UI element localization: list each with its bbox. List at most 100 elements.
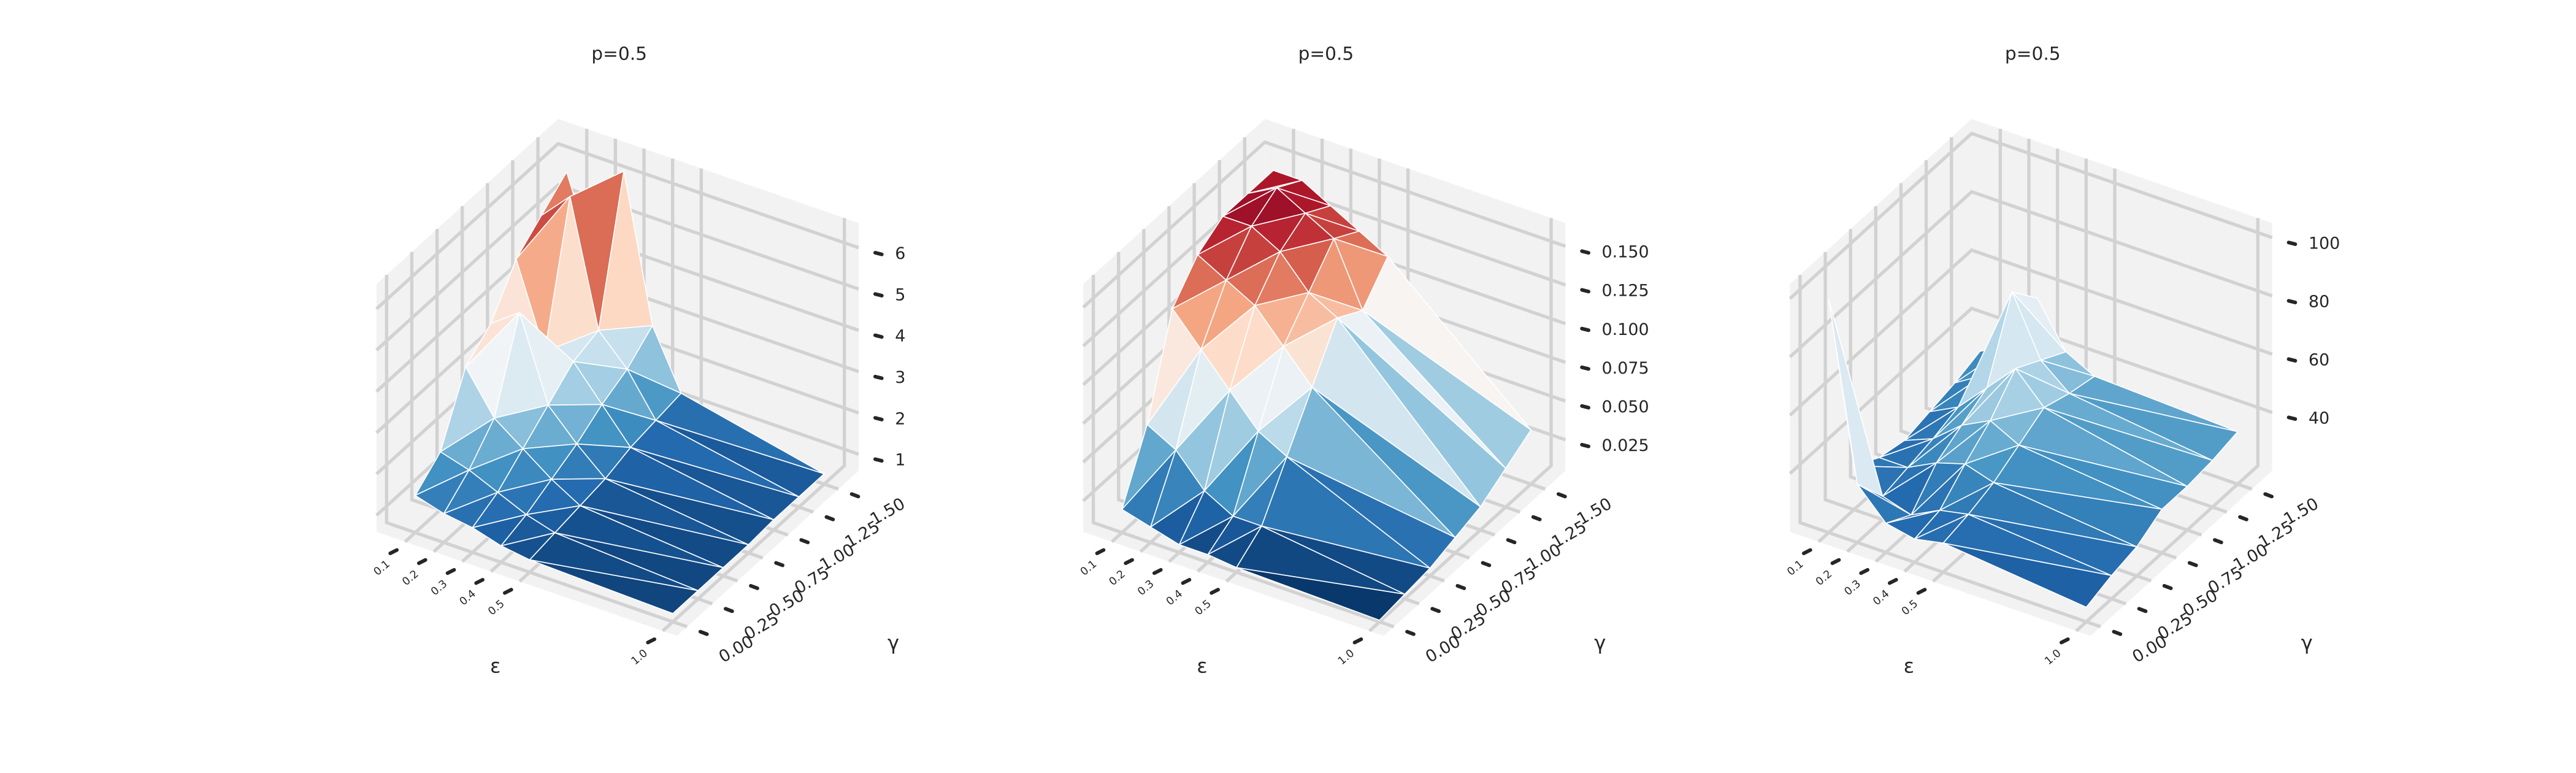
tick-mark <box>445 567 456 575</box>
grid-line <box>1798 275 2101 629</box>
z-tick-label: 4 <box>895 327 905 346</box>
grid-line <box>1788 190 2273 358</box>
surface-facet <box>1993 482 2163 548</box>
chart-title: p=0.5 <box>1298 43 1354 64</box>
tick-mark <box>2238 515 2248 521</box>
grid-line <box>1788 248 2273 417</box>
tick-mark <box>1095 548 1106 555</box>
tick-mark <box>1352 637 1363 645</box>
tick-mark <box>873 250 884 256</box>
tick-mark <box>873 374 884 380</box>
tick-mark <box>388 548 399 555</box>
grid-line <box>1082 140 1566 309</box>
z-tick-label: 0.150 <box>1602 243 1649 262</box>
chart-title: p=0.5 <box>2005 43 2061 64</box>
tick-mark <box>1830 558 1841 566</box>
tick-mark <box>416 558 427 566</box>
subplot: 0.1 0.2 0.3 0.4 0.51.0 0.000.250.500.751.001.… <box>372 43 908 677</box>
z-tick-label: 60 <box>2309 351 2329 370</box>
grid-line <box>385 275 688 629</box>
tick-mark <box>1580 288 1590 294</box>
tick-mark <box>1580 365 1590 371</box>
surface-facet <box>630 447 800 520</box>
tick-mark <box>1556 492 1567 499</box>
surface-facet <box>2043 407 2214 487</box>
tick-mark <box>698 629 709 636</box>
tick-mark <box>2112 629 2123 636</box>
surface-facet <box>1942 542 2112 608</box>
tick-mark <box>2263 492 2274 499</box>
tick-mark <box>2287 357 2298 363</box>
tick-mark <box>1801 548 1812 555</box>
x-axis-label: ε <box>1197 655 1207 678</box>
tick-mark <box>1916 588 1927 595</box>
surface-facet <box>1236 567 1406 621</box>
z-tick-label: 1 <box>895 451 905 470</box>
z-tick-label: 2 <box>895 409 905 428</box>
tick-mark <box>2287 415 2298 421</box>
tick-mark <box>2059 637 2070 645</box>
tick-mark <box>873 457 884 463</box>
surface-facet <box>605 478 775 545</box>
tick-mark <box>1531 515 1542 521</box>
z-tick-label: 5 <box>895 285 905 304</box>
z-tick-label: 0.125 <box>1602 282 1649 301</box>
tick-mark <box>1859 567 1869 575</box>
y-axis-label: γ <box>887 631 899 655</box>
tick-mark <box>873 416 884 421</box>
surface-facet <box>2069 393 2239 461</box>
tick-mark <box>646 637 657 645</box>
tick-mark <box>474 578 485 585</box>
tick-mark <box>2213 538 2223 545</box>
surface-facet <box>1261 525 1431 595</box>
tick-mark <box>1580 404 1590 410</box>
tick-mark <box>873 292 884 298</box>
tick-mark <box>1124 558 1134 566</box>
surface-facet <box>1336 317 1506 507</box>
tick-mark <box>1430 607 1441 613</box>
surface-facet <box>580 505 749 569</box>
surface-facet <box>1968 513 2137 576</box>
z-tick-label: 0.075 <box>1602 359 1649 378</box>
tick-mark <box>873 333 884 339</box>
tick-mark <box>1506 538 1517 545</box>
surface-facet <box>655 420 825 498</box>
surface-facet <box>1311 386 1481 538</box>
tick-mark <box>1405 629 1416 636</box>
tick-mark <box>1580 249 1590 255</box>
z-tick-label: 0.100 <box>1602 320 1649 339</box>
z-tick-label: 0.025 <box>1602 436 1649 455</box>
tick-mark <box>2162 583 2173 590</box>
tick-mark <box>1209 588 1220 595</box>
surface-facet <box>554 532 724 591</box>
tick-mark <box>2287 299 2298 304</box>
tick-mark <box>2187 561 2198 567</box>
z-tick-label: 0.050 <box>1602 398 1649 417</box>
grid-line <box>375 142 859 310</box>
grid-line <box>1091 275 1395 629</box>
chart-title: p=0.5 <box>591 43 647 64</box>
surface-facet <box>2018 444 2188 510</box>
tick-mark <box>2137 607 2148 613</box>
tick-mark <box>1152 567 1163 575</box>
x-axis-label: ε <box>1904 655 1914 678</box>
y-axis-label: γ <box>1594 631 1606 655</box>
z-tick-label: 100 <box>2309 234 2340 253</box>
z-tick-label: 3 <box>895 368 905 387</box>
z-tick-label: 6 <box>895 244 905 263</box>
tick-mark <box>1887 578 1898 585</box>
tick-mark <box>502 588 513 595</box>
y-axis-label: γ <box>2301 631 2313 655</box>
surface-facet <box>1362 310 1531 469</box>
tick-mark <box>749 583 759 590</box>
surface-facet <box>1286 456 1456 569</box>
tick-mark <box>1580 326 1590 333</box>
tick-mark <box>1481 561 1492 567</box>
tick-mark <box>849 492 861 499</box>
surface-facet <box>529 559 699 614</box>
tick-mark <box>1580 442 1590 448</box>
grid-line <box>375 183 859 352</box>
tick-mark <box>1455 583 1466 590</box>
